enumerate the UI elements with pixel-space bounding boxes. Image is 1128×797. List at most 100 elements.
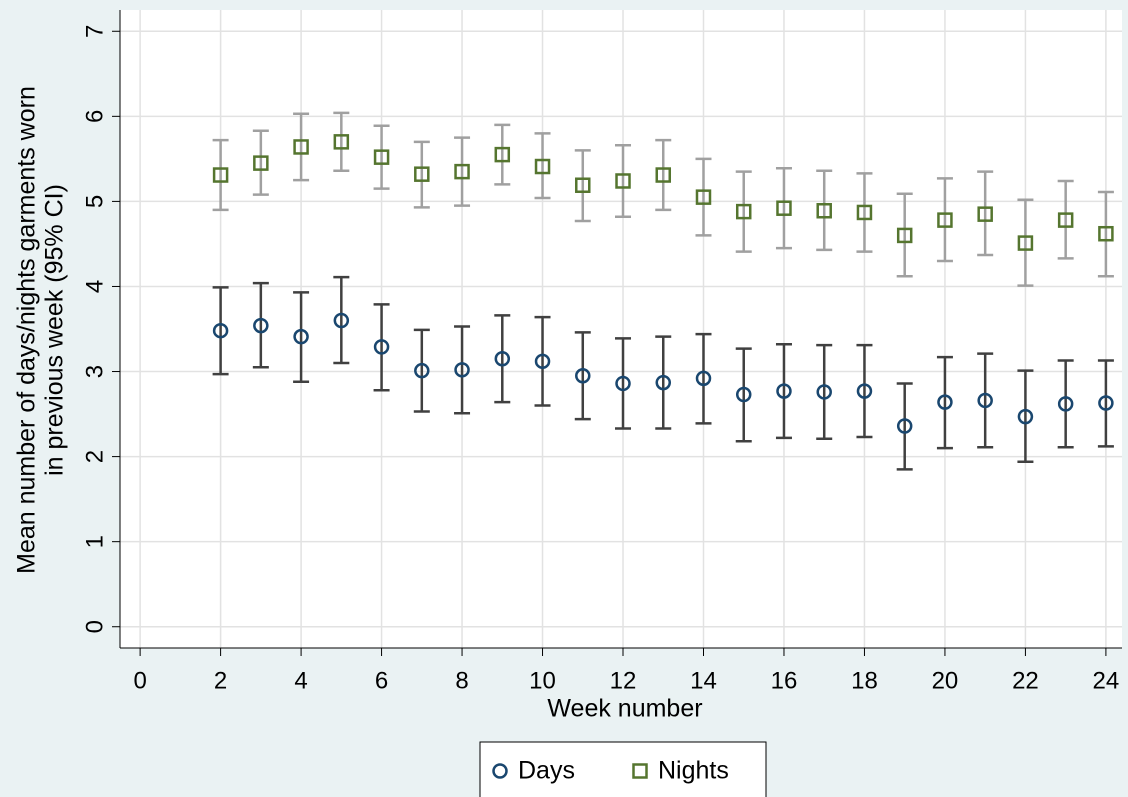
legend-label: Days: [518, 757, 575, 785]
data-point: [655, 167, 672, 183]
data-point: [1057, 212, 1074, 228]
error-bar: [896, 192, 913, 278]
data-point: [977, 392, 993, 409]
data-point: [575, 177, 591, 193]
data-point: [454, 362, 470, 378]
error-bar: [816, 343, 833, 440]
data-point: [373, 339, 390, 355]
error-bar: [212, 138, 229, 212]
data-point: [776, 383, 792, 399]
data-point: [695, 189, 712, 205]
error-bar: [655, 335, 672, 430]
error-bar: [373, 124, 390, 190]
y-axis-label: in previous week (95% CI): [41, 184, 69, 476]
data-point: [695, 370, 712, 387]
error-bar: [252, 129, 269, 196]
y-tick-label: 1: [81, 535, 108, 548]
error-bar: [1057, 359, 1074, 449]
data-point: [816, 203, 832, 219]
data-point: [735, 386, 752, 403]
x-tick-label: 4: [294, 667, 307, 694]
error-bar: [574, 331, 591, 421]
y-tick-label: 0: [81, 620, 108, 633]
data-point: [293, 139, 309, 155]
legend-marker: [632, 763, 648, 779]
error-bar: [413, 328, 430, 413]
legend-marker: [492, 763, 508, 779]
y-tick-label: 3: [81, 365, 108, 378]
data-point: [896, 418, 913, 434]
data-point: [1017, 235, 1034, 251]
error-bar: [454, 325, 471, 415]
data-point: [1057, 396, 1074, 412]
legend: [479, 741, 767, 797]
data-point: [735, 203, 752, 220]
data-point: [977, 206, 993, 222]
y-axis-label: Mean number of days/nights garments worn: [13, 86, 41, 574]
error-bar: [856, 172, 873, 253]
data-point: [253, 155, 269, 171]
x-tick-label: 0: [133, 667, 146, 694]
plot-area: [120, 10, 1122, 648]
error-bar: [1097, 190, 1114, 278]
data-point: [373, 149, 390, 165]
legend-label: Nights: [658, 757, 729, 785]
data-point: [454, 163, 470, 180]
error-bar: [413, 140, 430, 209]
error-bar: [1017, 198, 1034, 287]
y-tick-label: 4: [81, 280, 108, 293]
error-bar: [534, 315, 551, 407]
data-point: [856, 204, 873, 221]
x-tick-label: 22: [1012, 667, 1039, 694]
data-point: [534, 353, 551, 370]
error-bar: [936, 355, 953, 450]
error-bar: [494, 314, 511, 404]
error-bar: [212, 286, 229, 376]
x-tick-label: 8: [455, 667, 468, 694]
error-bar: [856, 343, 873, 439]
y-tick-label: 2: [81, 450, 108, 463]
error-bar: [293, 112, 310, 182]
x-tick-label: 2: [214, 667, 227, 694]
error-bar: [936, 177, 953, 263]
error-bar: [695, 157, 712, 237]
data-point: [615, 375, 631, 392]
error-bar: [454, 136, 471, 207]
data-point: [937, 212, 953, 228]
data-point: [655, 374, 672, 391]
x-tick-label: 10: [529, 667, 556, 694]
data-point: [937, 394, 953, 410]
error-bar: [655, 138, 672, 212]
data-point: [494, 351, 511, 367]
data-point: [1098, 395, 1114, 411]
x-tick-label: 16: [771, 667, 798, 694]
data-point: [333, 312, 350, 329]
data-point: [293, 328, 309, 345]
data-point: [534, 158, 551, 175]
x-tick-label: 24: [1093, 667, 1120, 694]
error-bar: [373, 303, 390, 392]
data-point: [575, 368, 591, 384]
x-tick-label: 12: [610, 667, 637, 694]
error-bar: [534, 132, 551, 200]
error-bar: [615, 144, 632, 218]
error-bar: [574, 149, 591, 223]
data-point: [856, 383, 873, 399]
x-tick-label: 14: [690, 667, 717, 694]
x-tick-label: 20: [932, 667, 959, 694]
data-point: [212, 167, 229, 183]
error-bar: [293, 291, 310, 383]
data-point: [1017, 408, 1034, 425]
error-bar: [816, 169, 833, 252]
error-bar: [977, 170, 994, 257]
data-point: [1098, 225, 1114, 242]
error-bar: [1057, 179, 1074, 260]
error-bar: [896, 382, 913, 471]
data-point: [494, 146, 511, 163]
error-bar: [775, 343, 792, 440]
error-bar: [735, 170, 752, 253]
y-tick-label: 6: [81, 110, 108, 123]
data-point: [253, 317, 269, 334]
